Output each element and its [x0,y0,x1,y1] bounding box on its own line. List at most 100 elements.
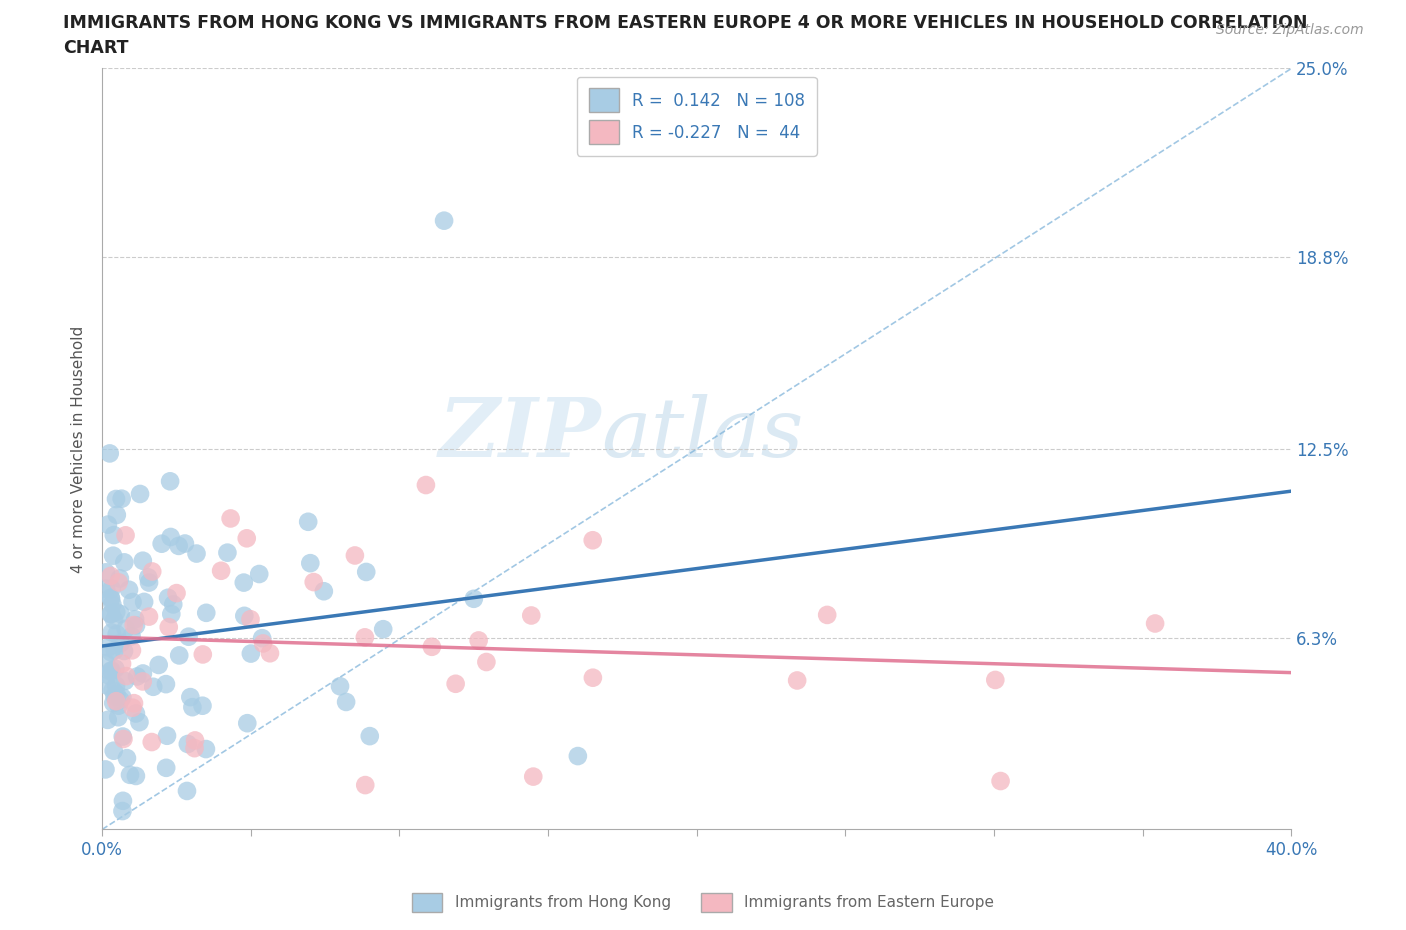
Point [136,570,159,585]
Point [97,668,120,683]
Point [475,655,498,670]
Point [110,635,132,650]
Point [217,545,239,560]
Point [132,674,155,689]
Point [110,693,132,708]
Point [984,672,1007,687]
Point [235,531,257,546]
Point [121,643,143,658]
Point [433,213,456,228]
Legend: Immigrants from Hong Kong, Immigrants from Eastern Europe: Immigrants from Hong Kong, Immigrants fr… [406,887,1000,918]
Point [101,683,124,698]
Y-axis label: 4 or more Vehicles in Household: 4 or more Vehicles in Household [72,326,86,573]
Point [209,564,232,578]
Point [138,575,160,590]
Point [354,777,377,792]
Point [105,627,128,642]
Point [786,673,808,688]
Point [101,548,124,563]
Point [98,446,121,461]
Point [420,639,443,654]
Point [112,644,135,658]
Legend: R =  0.142   N = 108, R = -0.227   N =  44: R = 0.142 N = 108, R = -0.227 N = 44 [576,77,817,155]
Point [107,710,129,724]
Point [174,536,197,551]
Point [250,631,273,645]
Point [111,657,134,671]
Point [125,768,148,783]
Point [118,582,141,597]
Point [181,699,204,714]
Point [162,597,184,612]
Point [96,678,118,693]
Point [247,566,270,581]
Point [100,591,122,606]
Point [815,607,838,622]
Point [114,621,136,636]
Point [100,568,122,583]
Point [125,618,148,633]
Point [176,783,198,798]
Point [373,622,395,637]
Point [114,673,136,688]
Point [134,594,156,609]
Point [191,698,214,713]
Point [122,696,145,711]
Point [219,511,242,525]
Point [167,538,190,553]
Point [232,575,254,590]
Point [97,640,120,655]
Point [94,581,117,596]
Point [177,630,200,644]
Point [186,546,208,561]
Point [100,581,122,596]
Point [297,514,319,529]
Point [252,636,274,651]
Point [167,648,190,663]
Point [141,735,163,750]
Point [121,700,143,715]
Point [467,633,489,648]
Point [105,694,128,709]
Point [463,591,485,606]
Point [142,679,165,694]
Point [100,644,122,659]
Point [105,686,128,701]
Point [107,698,129,713]
Text: CHART: CHART [63,39,129,57]
Point [100,606,122,621]
Point [94,565,117,579]
Point [101,597,124,612]
Point [103,743,125,758]
Point [108,571,131,586]
Point [343,548,366,563]
Point [104,661,127,676]
Point [239,612,262,627]
Point [141,564,163,578]
Point [522,769,544,784]
Point [118,767,141,782]
Point [105,508,128,523]
Point [302,575,325,590]
Point [312,584,335,599]
Point [299,556,322,571]
Point [157,619,180,634]
Point [97,712,120,727]
Point [127,669,149,684]
Point [129,486,152,501]
Point [415,478,437,493]
Point [359,729,381,744]
Point [184,733,207,748]
Point [105,678,128,693]
Point [194,741,217,756]
Point [100,606,122,621]
Point [155,761,177,776]
Point [110,606,132,621]
Point [354,565,377,579]
Point [177,737,200,751]
Point [329,679,352,694]
Point [112,732,135,747]
Point [183,740,205,755]
Point [122,618,145,632]
Point [121,594,143,609]
